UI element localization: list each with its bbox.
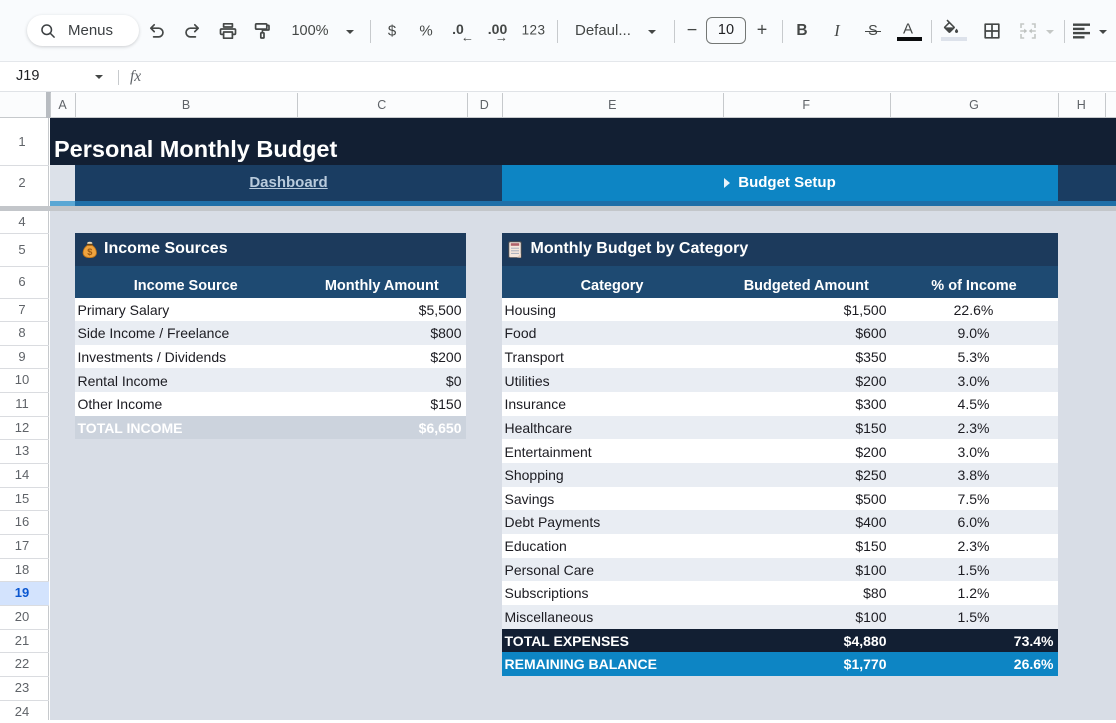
- svg-text:$: $: [87, 247, 92, 257]
